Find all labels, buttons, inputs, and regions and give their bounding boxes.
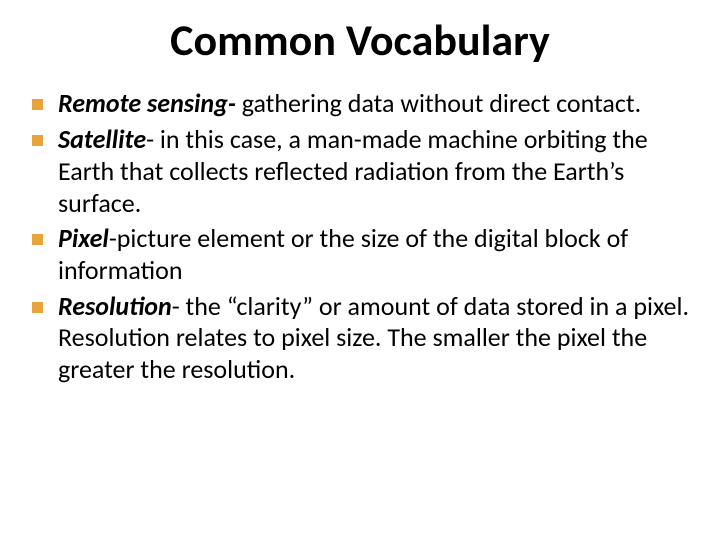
vocab-list: Remote sensing- gathering data without d… xyxy=(18,88,702,385)
list-item: Resolution- the “clarity” or amount of d… xyxy=(22,291,698,386)
term: Remote sensing- xyxy=(58,87,242,119)
definition: -picture element or the size of the digi… xyxy=(58,222,628,286)
term: Resolution xyxy=(58,290,172,322)
list-item: Remote sensing- gathering data without d… xyxy=(22,88,698,120)
list-item: Satellite- in this case, a man-made mach… xyxy=(22,124,698,219)
definition: - in this case, a man-made machine orbit… xyxy=(58,123,648,218)
slide-title: Common Vocabulary xyxy=(18,16,702,64)
bullet-icon xyxy=(32,135,43,146)
bullet-icon xyxy=(32,302,43,313)
definition: gathering data without direct contact. xyxy=(242,87,641,119)
list-item: Pixel-picture element or the size of the… xyxy=(22,223,698,286)
bullet-icon xyxy=(32,99,43,110)
term: Satellite xyxy=(58,123,146,155)
slide: Common Vocabulary Remote sensing- gather… xyxy=(0,0,720,540)
bullet-icon xyxy=(32,234,43,245)
term: Pixel xyxy=(58,222,109,254)
